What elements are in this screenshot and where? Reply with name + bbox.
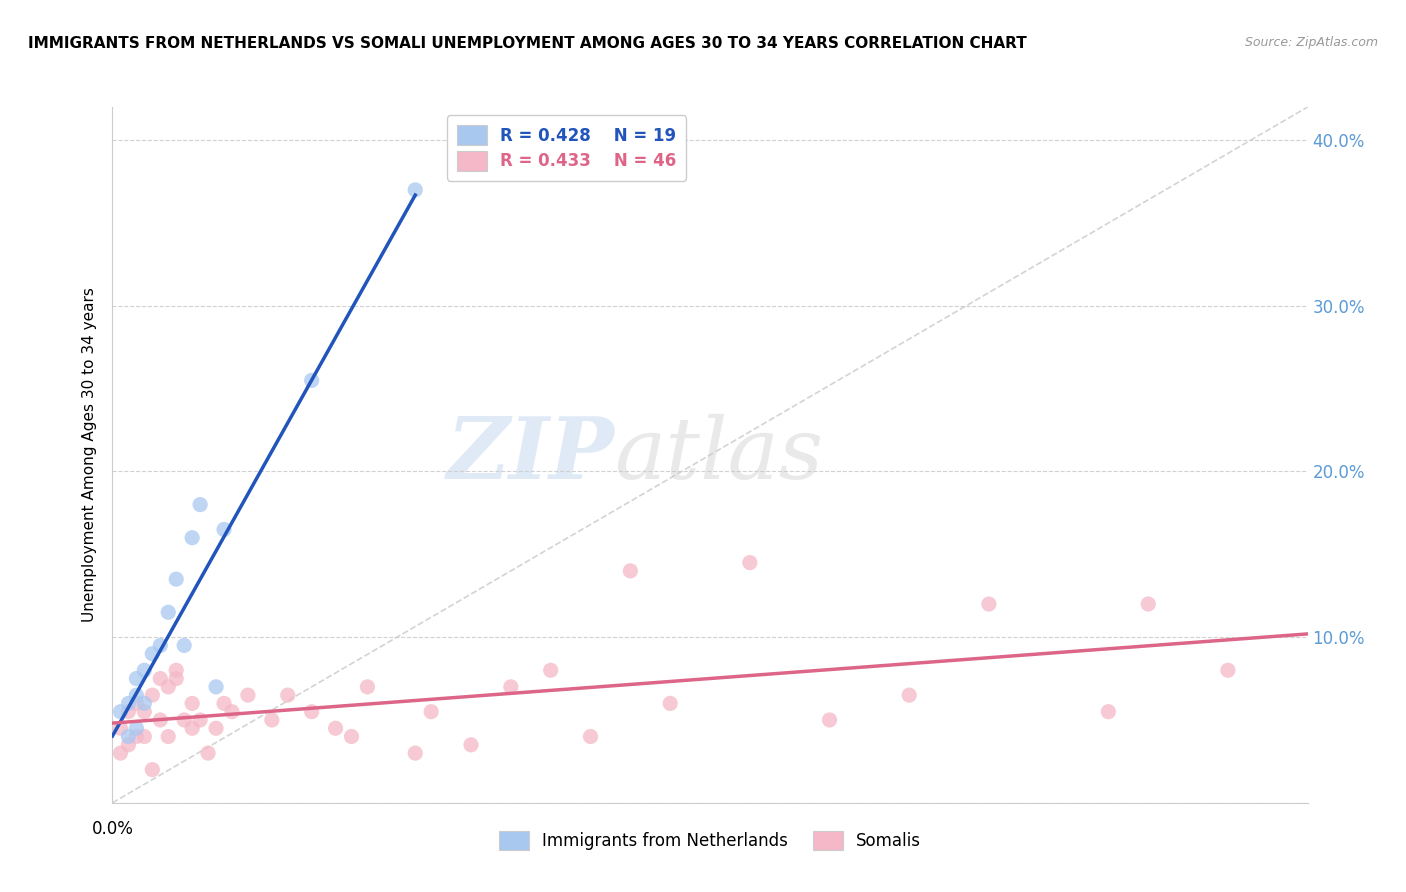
Point [499,680,522,694]
Point [212,697,235,711]
Point [134,697,156,711]
Point [141,688,163,702]
Text: atlas: atlas [614,414,824,496]
Point [977,597,1000,611]
Point [1137,597,1160,611]
Point [141,647,163,661]
Point [149,672,172,686]
Point [404,746,426,760]
Point [1097,705,1119,719]
Point [236,688,259,702]
Point [205,721,228,735]
Point [117,697,139,711]
Point [141,763,163,777]
Point [420,705,443,719]
Point [659,697,682,711]
Point [165,572,187,586]
Point [110,721,132,735]
Point [157,605,180,619]
Point [125,688,148,702]
Point [134,705,156,719]
Text: Source: ZipAtlas.com: Source: ZipAtlas.com [1244,36,1378,49]
Point [117,738,139,752]
Point [340,730,363,744]
Point [460,738,482,752]
Point [117,705,139,719]
Point [149,639,172,653]
Point [540,663,562,677]
Point [134,663,156,677]
Point [619,564,641,578]
Point [165,672,187,686]
Point [110,746,132,760]
Point [181,531,204,545]
Point [173,639,195,653]
Point [277,688,299,702]
Point [173,713,195,727]
Point [579,730,602,744]
Point [1216,663,1239,677]
Point [157,680,180,694]
Point [898,688,921,702]
Y-axis label: Unemployment Among Ages 30 to 34 years: Unemployment Among Ages 30 to 34 years [82,287,97,623]
Point [149,713,172,727]
Point [260,713,283,727]
Point [301,373,323,387]
Point [221,705,243,719]
Point [125,697,148,711]
Point [117,730,139,744]
Point [188,498,211,512]
Point [134,730,156,744]
Point [404,183,426,197]
Point [125,672,148,686]
Point [181,721,204,735]
Legend: Immigrants from Netherlands, Somalis: Immigrants from Netherlands, Somalis [492,824,928,857]
Point [157,730,180,744]
Point [181,697,204,711]
Point [125,721,148,735]
Point [212,523,235,537]
Text: IMMIGRANTS FROM NETHERLANDS VS SOMALI UNEMPLOYMENT AMONG AGES 30 TO 34 YEARS COR: IMMIGRANTS FROM NETHERLANDS VS SOMALI UN… [28,36,1026,51]
Point [188,713,211,727]
Point [125,730,148,744]
Text: ZIP: ZIP [447,413,614,497]
Point [301,705,323,719]
Point [356,680,378,694]
Point [165,663,187,677]
Point [325,721,347,735]
Text: 0.0%: 0.0% [91,821,134,838]
Point [197,746,219,760]
Point [738,556,761,570]
Point [205,680,228,694]
Point [110,705,132,719]
Point [818,713,841,727]
